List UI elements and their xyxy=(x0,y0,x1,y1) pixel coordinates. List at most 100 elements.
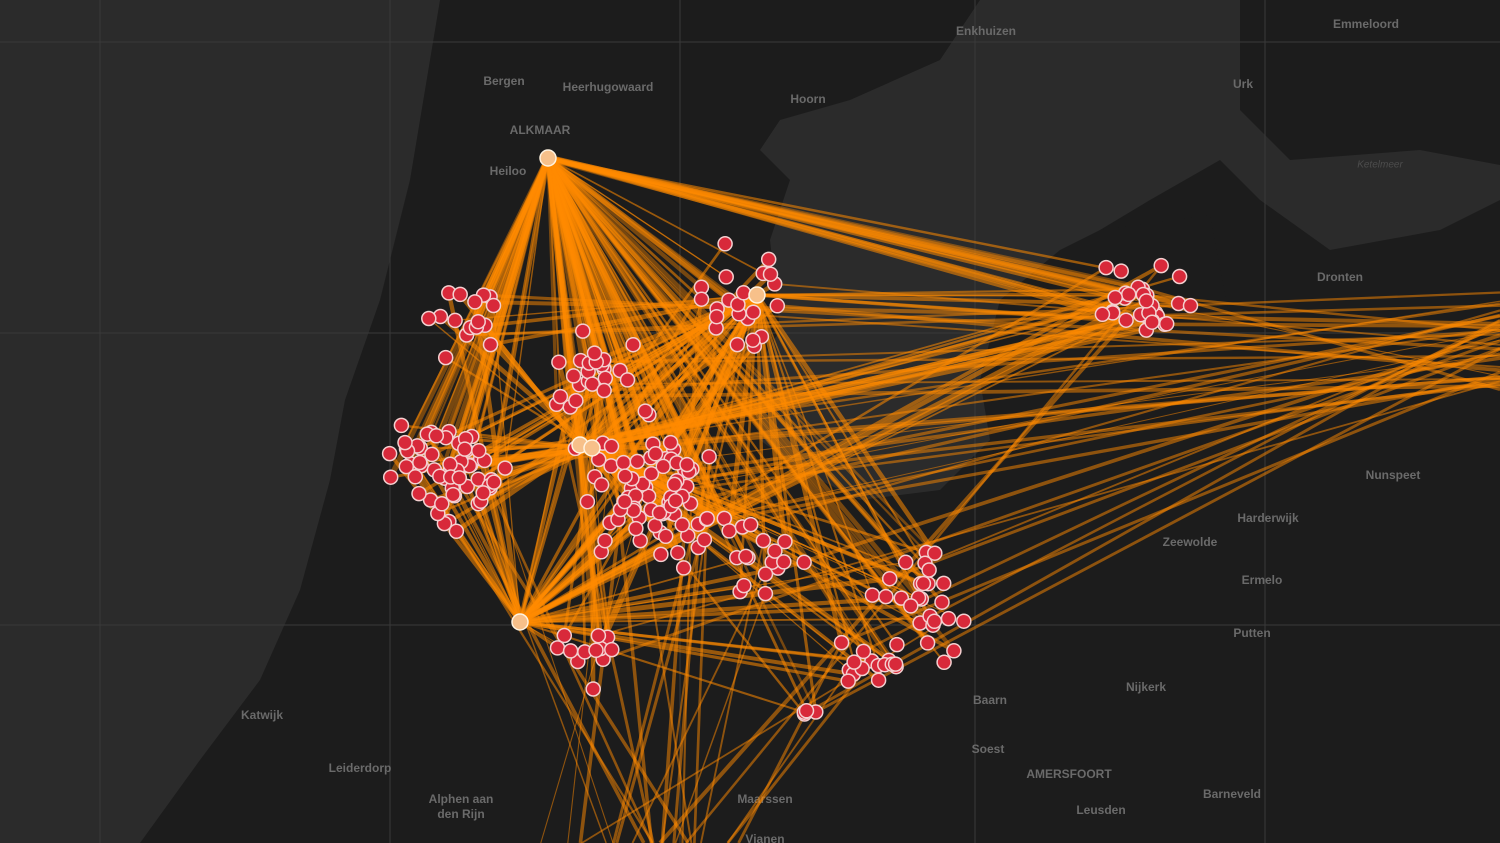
flow-line xyxy=(546,156,895,666)
place-label: den Rijn xyxy=(437,807,484,821)
location-dot xyxy=(428,428,445,444)
location-dot xyxy=(655,458,671,475)
hubs xyxy=(511,149,766,631)
location-dot xyxy=(667,492,684,509)
flow-line xyxy=(519,556,749,623)
flow-line xyxy=(755,293,937,555)
location-dot xyxy=(447,312,463,329)
flow-line xyxy=(615,518,709,843)
location-dot xyxy=(701,448,717,465)
location-dot xyxy=(382,469,399,485)
location-dot xyxy=(603,438,620,455)
flow-line xyxy=(546,157,748,558)
flow-line xyxy=(480,500,607,843)
location-dot xyxy=(653,546,669,563)
place-labels: Enkhuizen Emmeloord Bergen Heerhugowaard… xyxy=(241,17,1420,843)
flow-line xyxy=(489,157,550,345)
location-dot xyxy=(693,291,710,307)
flow-line xyxy=(540,299,703,843)
location-dot xyxy=(651,505,668,521)
location-dot xyxy=(452,286,468,303)
location-dot xyxy=(643,465,660,482)
location-dot xyxy=(421,310,437,327)
flow-line xyxy=(661,539,706,843)
location-dot xyxy=(1094,306,1111,323)
location-dot xyxy=(604,641,620,658)
location-dot xyxy=(1107,289,1123,306)
location-dot xyxy=(840,673,856,689)
location-dot xyxy=(1120,286,1137,303)
location-dot xyxy=(662,434,679,451)
hub-dot xyxy=(748,286,766,304)
location-dot xyxy=(442,456,458,473)
location-dot xyxy=(777,533,793,550)
flow-line xyxy=(598,380,1500,637)
location-dot xyxy=(1182,297,1199,314)
location-dot xyxy=(946,643,962,659)
location-dot xyxy=(552,388,569,405)
location-dot xyxy=(588,642,604,659)
flow-line xyxy=(697,377,1500,526)
location-dot xyxy=(870,672,887,688)
location-dot xyxy=(745,304,762,320)
location-dot xyxy=(755,532,772,549)
location-dot xyxy=(412,454,428,471)
hub-dot xyxy=(511,613,529,631)
location-dot xyxy=(666,476,683,493)
flow-line xyxy=(546,157,808,712)
flow-line xyxy=(547,155,1103,317)
location-dot xyxy=(897,554,914,571)
location-dot xyxy=(934,594,950,610)
location-dot xyxy=(565,368,582,384)
location-dot xyxy=(590,627,607,644)
location-dot xyxy=(767,543,783,559)
flow-line xyxy=(547,156,1143,291)
location-dot xyxy=(1098,259,1114,276)
locations xyxy=(381,236,1199,722)
flow-line xyxy=(546,156,731,302)
place-label: Leusden xyxy=(1076,803,1125,817)
flow-line xyxy=(631,356,1500,481)
location-dot xyxy=(586,345,603,361)
flow-line xyxy=(562,447,594,636)
flow-line xyxy=(466,304,1500,337)
flow-line xyxy=(579,383,593,446)
location-dot xyxy=(451,470,468,486)
location-dot xyxy=(696,531,713,548)
location-dot xyxy=(1153,257,1169,274)
location-dot xyxy=(721,523,737,539)
location-dot xyxy=(718,269,734,285)
flow-line xyxy=(612,318,750,843)
location-dot xyxy=(486,474,502,490)
location-dot xyxy=(397,434,413,451)
place-label: Soest xyxy=(972,742,1005,756)
flow-line xyxy=(546,155,740,307)
location-dot xyxy=(674,517,691,533)
flow-line xyxy=(547,157,898,646)
location-dot xyxy=(556,627,573,644)
location-dot xyxy=(717,236,733,252)
flow-line xyxy=(546,157,594,385)
location-dot xyxy=(407,469,424,485)
place-label: Alphen aan xyxy=(429,792,494,806)
flow-line xyxy=(547,157,891,580)
location-dot xyxy=(381,445,398,462)
flow-line xyxy=(642,382,1500,486)
place-label: Katwijk xyxy=(241,708,283,722)
location-dot xyxy=(393,417,410,434)
place-label: AMERSFOORT xyxy=(1026,767,1112,781)
flow-line xyxy=(493,481,614,843)
location-dot xyxy=(637,403,654,419)
flow-line xyxy=(546,157,629,381)
flow-line xyxy=(596,333,1500,363)
location-dot xyxy=(670,544,686,561)
flow-line xyxy=(578,307,719,447)
flow-line xyxy=(547,157,727,278)
flow-line xyxy=(841,370,1500,644)
location-dot xyxy=(579,493,596,510)
location-dot xyxy=(738,548,754,565)
location-dot xyxy=(798,703,815,719)
location-dot xyxy=(708,308,725,325)
location-dot xyxy=(485,297,502,314)
location-dot xyxy=(625,336,641,353)
